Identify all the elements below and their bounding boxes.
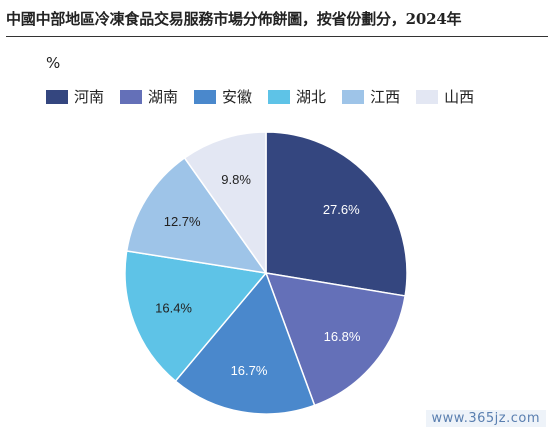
legend-swatch: [268, 89, 291, 104]
legend-item-hunan: 湖南: [120, 86, 178, 107]
pie-slice-shanxi: [183, 131, 267, 276]
chart-title: 中國中部地區冷凍食品交易服務市場分佈餅圖，按省份劃分，2024年: [6, 10, 462, 28]
title-divider: [6, 36, 548, 37]
unit-label: %: [46, 54, 61, 72]
legend-item-henan: 河南: [46, 86, 104, 107]
legend-label: 湖北: [296, 88, 327, 106]
legend-swatch: [46, 89, 68, 104]
legend-label: 河南: [74, 88, 105, 106]
legend-label: 湖南: [148, 88, 179, 106]
legend-label: 安徽: [222, 88, 253, 106]
pie-slice-hunan: [264, 272, 406, 407]
data-label-anhui: 16.7%: [231, 363, 268, 378]
legend-swatch: [120, 89, 143, 104]
data-label-hubei: 16.4%: [155, 301, 192, 316]
legend-swatch: [194, 89, 217, 104]
legend-label: 山西: [444, 88, 475, 106]
legend-item-shanxi: 山西: [416, 86, 474, 107]
pie-slice-jiangxi: [125, 156, 268, 275]
watermark: www.365jz.com: [425, 410, 546, 427]
data-label-jiangxi: 12.7%: [164, 214, 201, 229]
legend-label: 江西: [370, 88, 401, 106]
data-label-henan: 27.6%: [323, 202, 360, 217]
data-label-shanxi: 9.8%: [221, 172, 251, 187]
legend-item-anhui: 安徽: [194, 86, 252, 107]
legend: 河南 湖南 安徽 湖北 江西 山西: [46, 86, 490, 107]
pie-slice-hubei: [124, 250, 268, 383]
legend-item-hubei: 湖北: [268, 86, 326, 107]
pie-slice-henan: [265, 131, 408, 297]
pie-slice-anhui: [174, 271, 316, 415]
legend-swatch: [342, 89, 365, 104]
legend-swatch: [416, 89, 439, 104]
data-label-hunan: 16.8%: [324, 329, 361, 344]
legend-item-jiangxi: 江西: [342, 86, 400, 107]
